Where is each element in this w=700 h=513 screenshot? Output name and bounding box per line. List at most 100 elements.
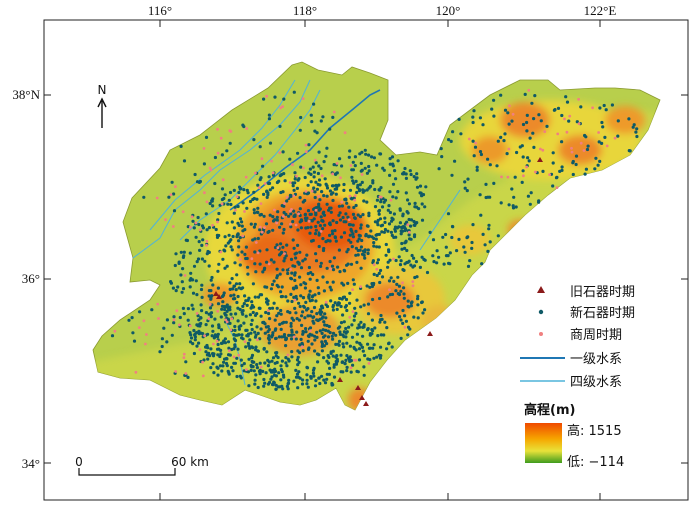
- neolithic-site: [253, 222, 257, 226]
- neolithic-site: [195, 323, 199, 327]
- neolithic-site: [219, 328, 224, 332]
- neolithic-site: [199, 303, 203, 307]
- neolithic-site: [342, 188, 346, 192]
- neolithic-site: [296, 228, 300, 232]
- neolithic-site: [349, 240, 353, 244]
- neolithic-site: [304, 327, 308, 331]
- neolithic-site: [393, 229, 397, 233]
- neolithic-site: [281, 150, 285, 154]
- neolithic-site: [378, 280, 382, 285]
- neolithic-site: [181, 267, 185, 271]
- neolithic-site: [371, 297, 375, 302]
- neolithic-site: [325, 280, 329, 284]
- neolithic-site: [280, 250, 284, 254]
- neolithic-site: [446, 212, 451, 216]
- neolithic-site: [365, 284, 369, 288]
- neolithic-site: [333, 236, 337, 240]
- neolithic-site: [409, 263, 413, 267]
- neolithic-site: [189, 271, 193, 275]
- neolithic-site: [326, 335, 331, 339]
- shang-zhou-site: [543, 130, 547, 134]
- lon-label-120: 120°: [436, 3, 461, 18]
- neolithic-site: [211, 362, 215, 366]
- neolithic-site: [300, 219, 304, 223]
- shang-zhou-site: [613, 136, 617, 140]
- shang-zhou-site: [597, 131, 600, 134]
- neolithic-site: [237, 245, 241, 249]
- neolithic-site: [375, 198, 379, 202]
- shang-zhou-site: [212, 342, 215, 346]
- neolithic-site: [186, 318, 190, 322]
- neolithic-site: [384, 253, 388, 257]
- neolithic-site: [355, 340, 359, 344]
- neolithic-site: [172, 321, 176, 325]
- neolithic-site: [463, 186, 467, 190]
- neolithic-site: [331, 331, 336, 335]
- scale-bar: 0 60 km: [75, 455, 209, 476]
- neolithic-site: [487, 223, 491, 227]
- neolithic-site: [486, 157, 490, 161]
- neolithic-site: [372, 241, 376, 245]
- shang-zhou-site: [293, 298, 297, 302]
- scale-bar-start-label: 0: [75, 455, 83, 469]
- neolithic-site: [520, 144, 524, 148]
- shang-zhou-site: [134, 370, 138, 374]
- neolithic-site: [281, 245, 285, 249]
- neolithic-site: [310, 298, 314, 302]
- neolithic-site: [372, 244, 376, 248]
- neolithic-site: [210, 275, 214, 280]
- neolithic-site: [499, 135, 503, 139]
- neolithic-site: [602, 103, 606, 108]
- neolithic-site: [318, 308, 322, 312]
- neolithic-site: [200, 243, 204, 247]
- neolithic-site: [230, 220, 234, 224]
- neolithic-site: [348, 149, 352, 153]
- neolithic-site: [560, 140, 564, 144]
- neolithic-site: [345, 263, 349, 267]
- neolithic-site: [350, 323, 354, 327]
- neolithic-site: [293, 264, 297, 268]
- neolithic-site: [241, 286, 245, 290]
- neolithic-site: [313, 190, 317, 194]
- neolithic-site: [448, 262, 452, 266]
- neolithic-site: [204, 135, 209, 139]
- neolithic-site: [437, 167, 441, 171]
- neolithic-site: [293, 213, 297, 217]
- neolithic-site: [184, 238, 188, 242]
- neolithic-site: [354, 246, 358, 250]
- neolithic-site: [403, 246, 407, 250]
- neolithic-site: [300, 382, 305, 386]
- neolithic-site: [341, 313, 345, 317]
- neolithic-site: [331, 115, 335, 119]
- neolithic-site: [277, 311, 281, 315]
- neolithic-site: [242, 321, 246, 325]
- neolithic-site: [409, 224, 413, 228]
- neolithic-site: [632, 123, 636, 127]
- paleolithic-site: [355, 385, 361, 390]
- neolithic-site: [372, 343, 376, 347]
- neolithic-site: [312, 175, 316, 179]
- neolithic-site: [110, 334, 115, 338]
- neolithic-site: [318, 381, 322, 386]
- neolithic-site: [348, 233, 352, 237]
- neolithic-site: [278, 322, 282, 326]
- neolithic-site: [232, 226, 236, 230]
- neolithic-site: [180, 280, 184, 284]
- neolithic-site: [402, 171, 406, 175]
- neolithic-site: [189, 336, 194, 340]
- neolithic-site: [359, 161, 363, 165]
- shang-zhou-site: [349, 366, 353, 370]
- neolithic-site: [404, 172, 408, 176]
- neolithic-site: [355, 260, 359, 264]
- neolithic-site: [172, 315, 176, 319]
- neolithic-site: [349, 370, 353, 374]
- neolithic-site: [353, 216, 357, 220]
- neolithic-site: [326, 361, 331, 365]
- neolithic-site: [249, 368, 253, 372]
- neolithic-site: [483, 243, 487, 247]
- neolithic-site: [259, 327, 263, 331]
- neolithic-site: [406, 198, 410, 202]
- neolithic-site: [586, 144, 590, 148]
- neolithic-site: [335, 307, 339, 311]
- neolithic-site: [321, 115, 325, 119]
